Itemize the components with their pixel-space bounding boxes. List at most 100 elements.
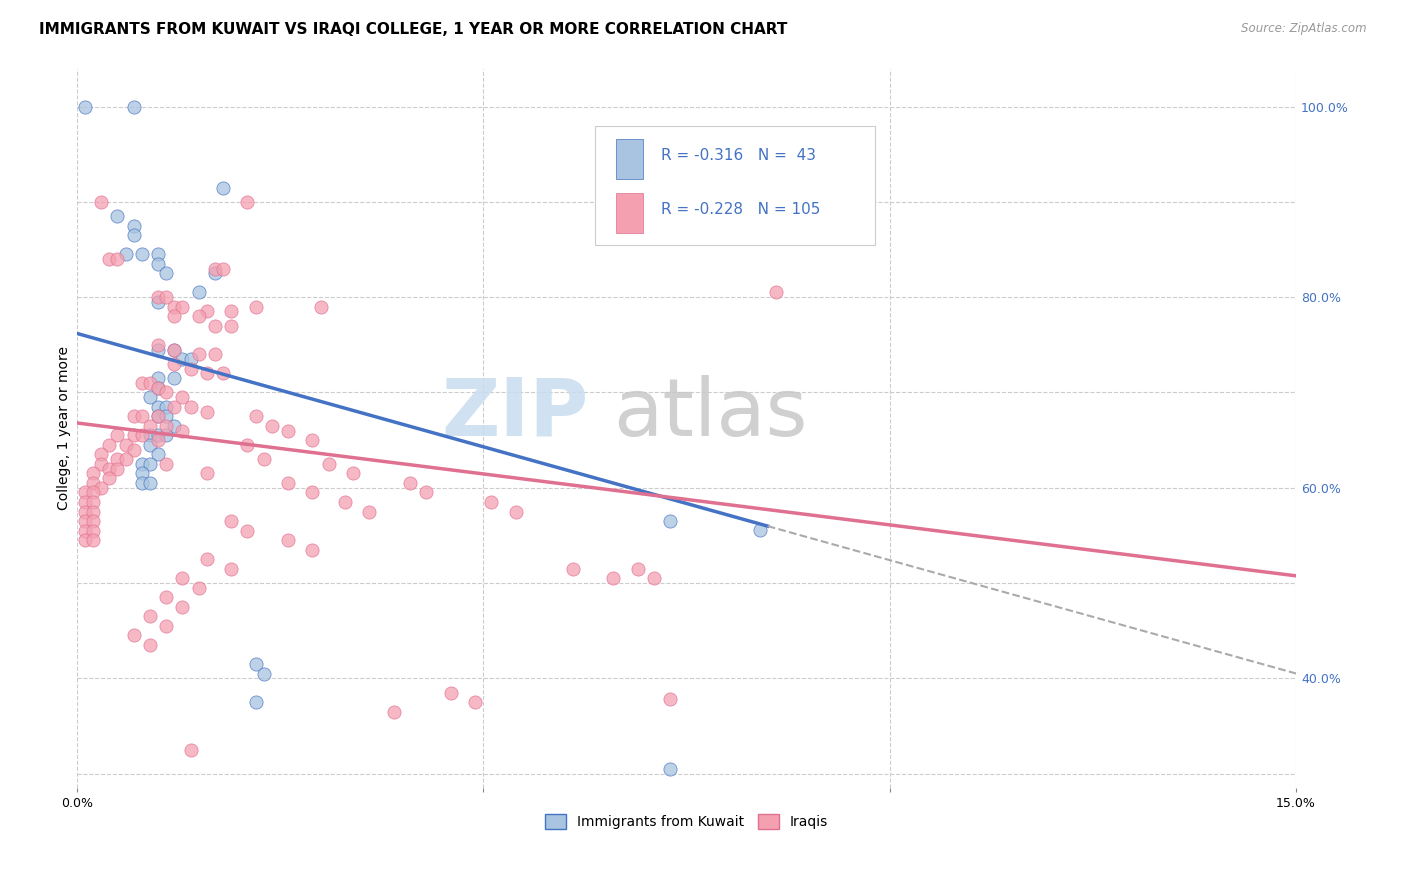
Point (139, 457, 162, 471)
Point (114, 452, 136, 467)
Point (105, 461, 128, 475)
Point (155, 290, 177, 304)
Point (163, 310, 186, 324)
Point (245, 657, 267, 671)
Point (195, 404, 218, 418)
Point (187, 285, 209, 300)
Point (399, 475, 422, 490)
Point (146, 447, 169, 461)
Point (73, 485, 96, 500)
Point (195, 467, 218, 481)
Point (131, 467, 153, 481)
Point (139, 475, 162, 490)
Point (301, 485, 323, 500)
Point (82, 514, 104, 528)
Point (245, 300, 267, 314)
Point (464, 695, 486, 709)
Point (260, 418, 283, 433)
Point (602, 571, 624, 585)
Point (146, 428, 169, 442)
Point (146, 381, 169, 395)
Point (82, 485, 104, 500)
Point (277, 424, 299, 438)
Point (73, 533, 96, 548)
Point (131, 457, 153, 471)
Text: Source: ZipAtlas.com: Source: ZipAtlas.com (1241, 22, 1367, 36)
Point (155, 591, 177, 605)
Point (146, 338, 169, 352)
Point (82, 475, 104, 490)
Point (146, 294, 169, 309)
Point (187, 310, 209, 324)
Point (114, 438, 136, 452)
Point (163, 418, 186, 433)
Y-axis label: College, 1 year or more: College, 1 year or more (58, 346, 72, 510)
Point (342, 467, 364, 481)
Point (146, 381, 169, 395)
Point (146, 257, 169, 271)
Point (172, 352, 194, 367)
Point (659, 692, 682, 706)
Point (359, 504, 381, 518)
Point (139, 638, 162, 652)
Point (163, 371, 186, 385)
Point (73, 100, 96, 114)
Point (382, 705, 405, 719)
Point (195, 367, 218, 381)
Point (479, 495, 502, 509)
Point (643, 571, 665, 585)
Point (172, 300, 194, 314)
Point (155, 428, 177, 442)
FancyBboxPatch shape (595, 126, 876, 244)
Point (131, 428, 153, 442)
Point (90, 457, 112, 471)
Point (195, 304, 218, 318)
Point (245, 695, 267, 709)
Point (155, 457, 177, 471)
Point (122, 100, 145, 114)
Point (627, 562, 650, 576)
Text: atlas: atlas (613, 375, 807, 453)
Point (301, 542, 323, 557)
Point (236, 438, 259, 452)
Point (146, 247, 169, 261)
FancyBboxPatch shape (616, 139, 643, 178)
Point (219, 514, 242, 528)
Point (98, 461, 121, 475)
Point (318, 457, 340, 471)
Point (98, 438, 121, 452)
Point (82, 533, 104, 548)
Point (180, 400, 202, 414)
Point (90, 194, 112, 209)
FancyBboxPatch shape (616, 193, 643, 233)
Point (219, 304, 242, 318)
Point (131, 475, 153, 490)
Point (245, 409, 267, 424)
Point (309, 300, 332, 314)
Text: IMMIGRANTS FROM KUWAIT VS IRAQI COLLEGE, 1 YEAR OR MORE CORRELATION CHART: IMMIGRANTS FROM KUWAIT VS IRAQI COLLEGE,… (39, 22, 787, 37)
Point (180, 742, 202, 756)
Point (212, 180, 235, 194)
Point (187, 581, 209, 595)
Point (277, 475, 299, 490)
Point (195, 552, 218, 566)
Point (82, 524, 104, 538)
Point (180, 361, 202, 376)
Point (139, 418, 162, 433)
Legend: Immigrants from Kuwait, Iraqis: Immigrants from Kuwait, Iraqis (540, 809, 834, 835)
Point (212, 367, 235, 381)
Point (139, 438, 162, 452)
Point (146, 409, 169, 424)
Point (561, 562, 583, 576)
Point (146, 371, 169, 385)
Point (204, 261, 226, 276)
Point (163, 343, 186, 357)
Point (98, 252, 121, 266)
Point (90, 447, 112, 461)
Point (98, 471, 121, 485)
Point (105, 252, 128, 266)
Point (155, 409, 177, 424)
Point (440, 685, 463, 699)
Point (146, 290, 169, 304)
Point (139, 609, 162, 624)
